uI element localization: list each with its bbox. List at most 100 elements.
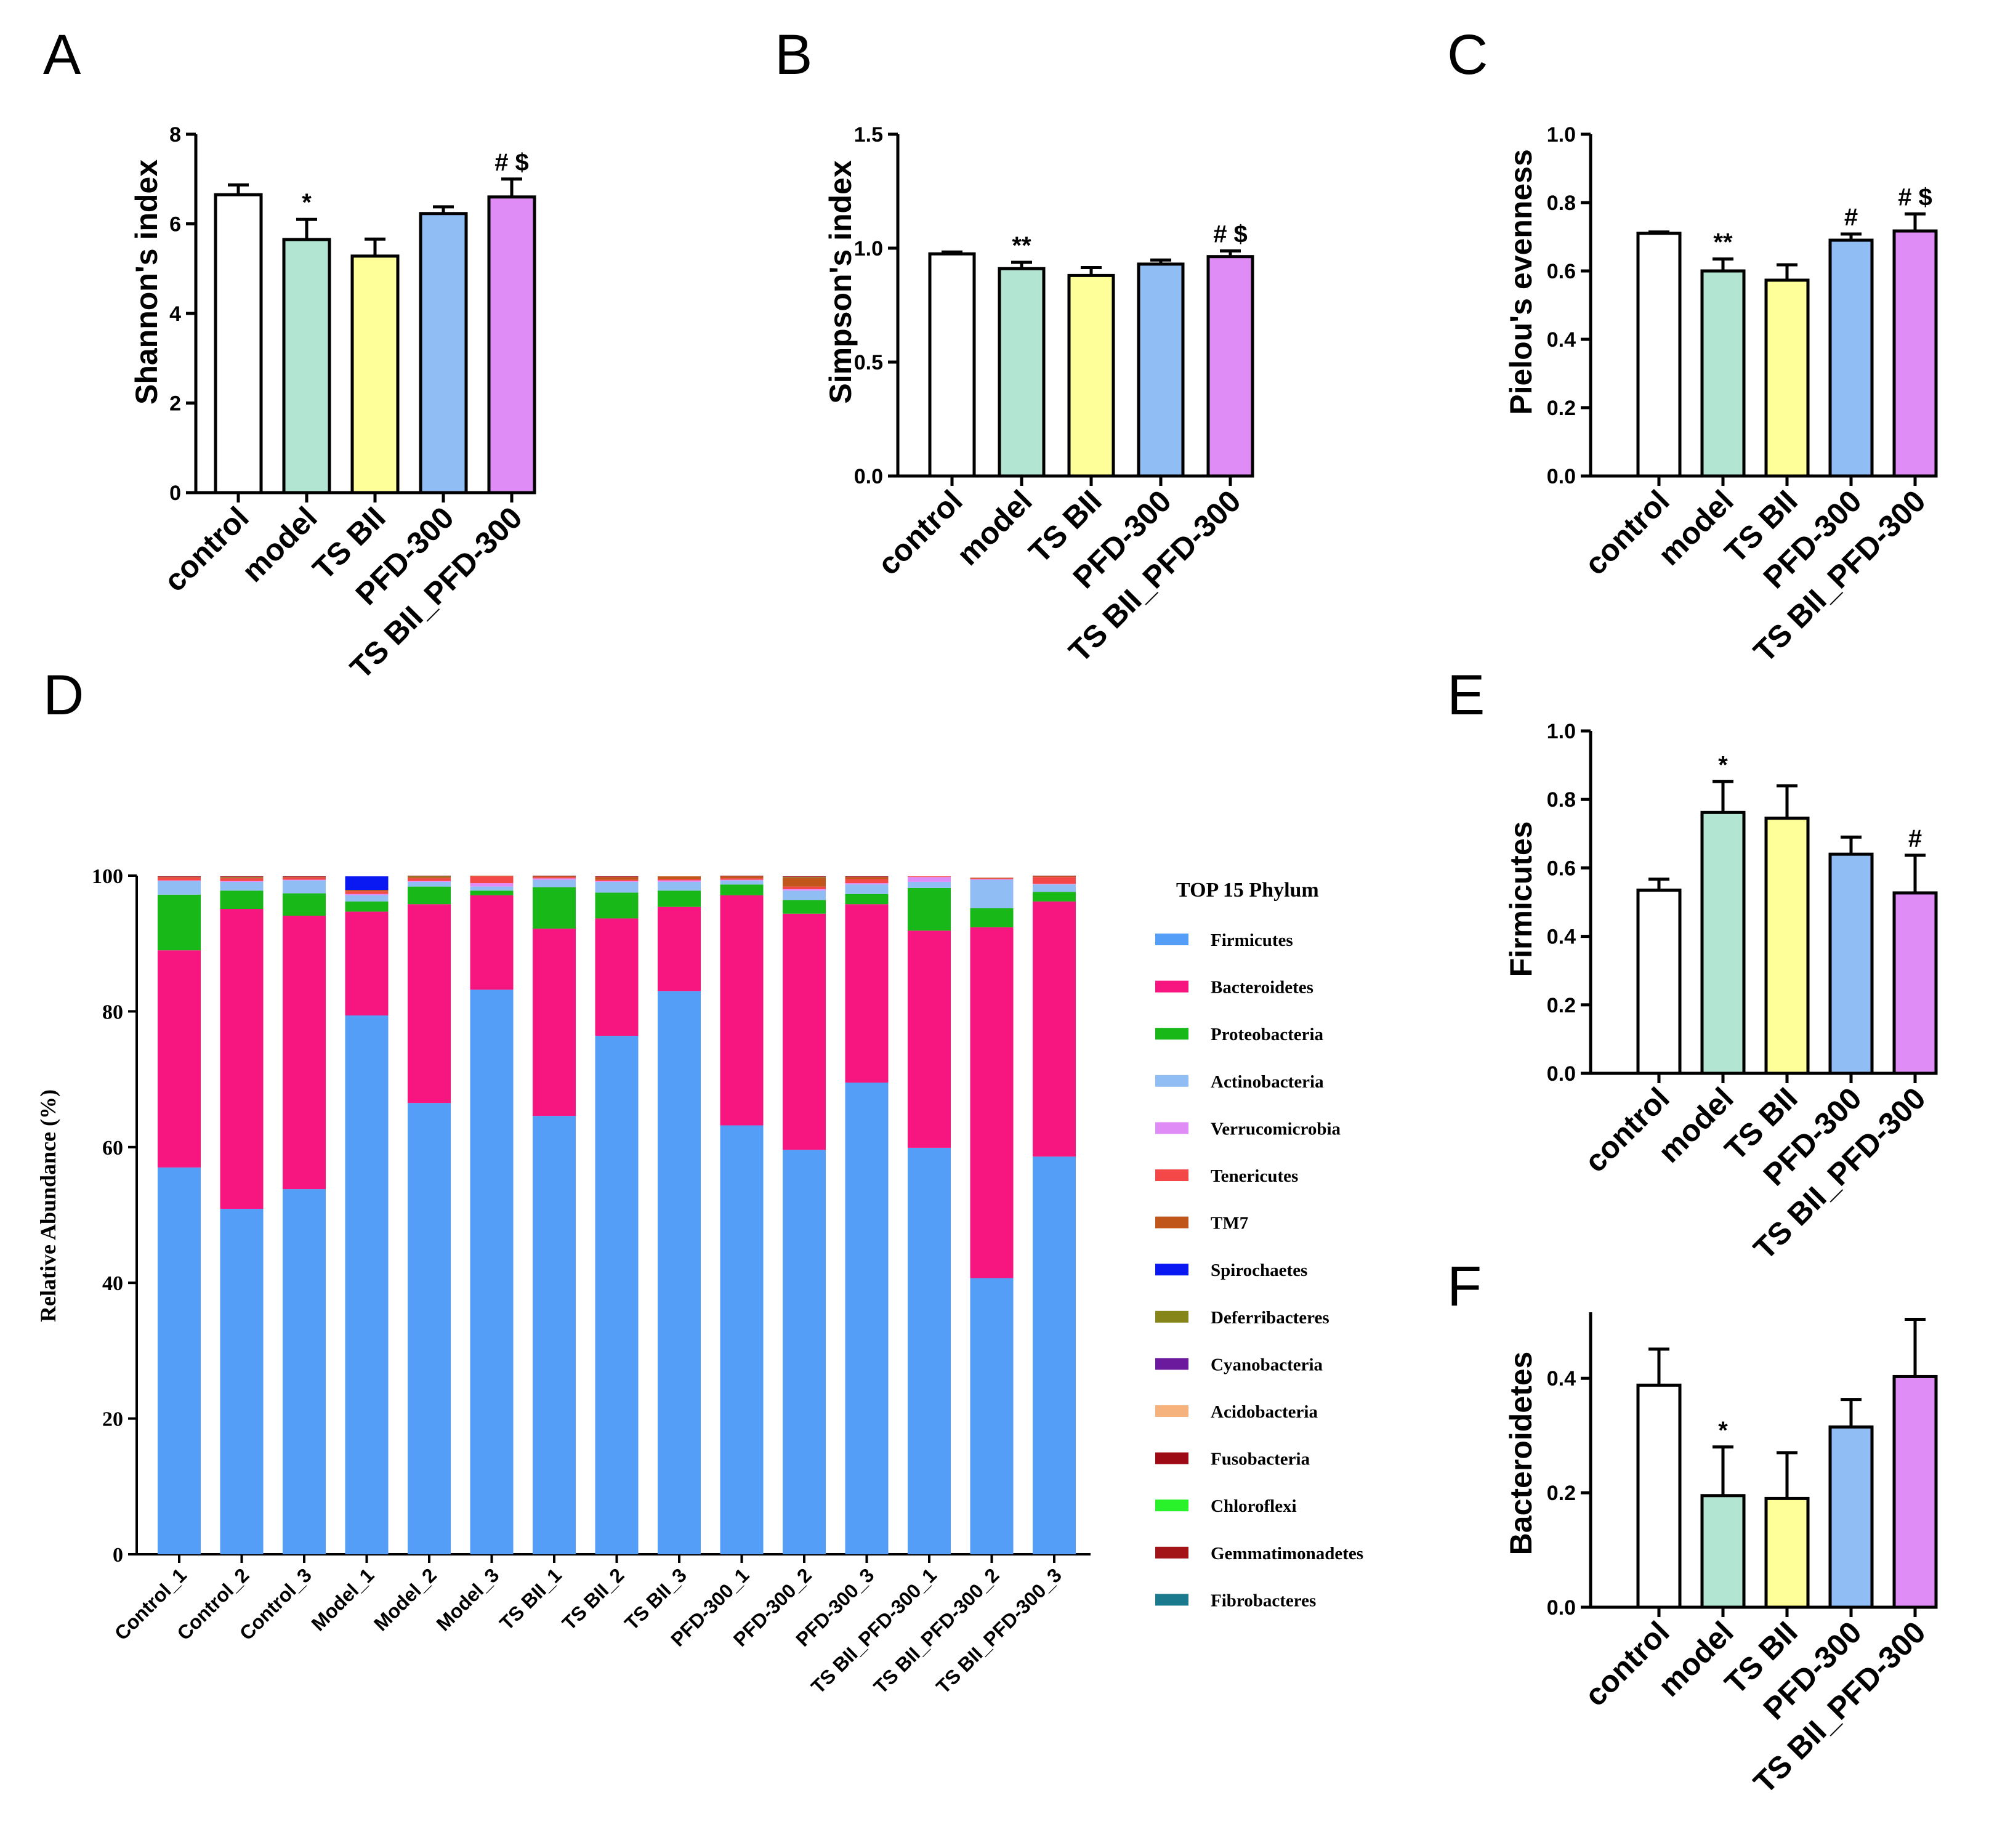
y-tick-label: 1.0 — [854, 237, 883, 260]
stack-segment-verrucomicrobia — [283, 879, 326, 881]
stack-segment-bacteroidetes — [783, 913, 826, 1150]
stack-segment-fusobacteria — [845, 876, 889, 878]
stack-segment-proteobacteria — [845, 894, 889, 905]
y-axis-label: Bacteroidetes — [1504, 1352, 1538, 1555]
legend-label: Bacteroidetes — [1211, 978, 1313, 998]
stack-segment-fusobacteria — [283, 876, 326, 878]
stack-segment-tenericutes — [970, 878, 1014, 879]
y-tick-label: 80 — [102, 1001, 123, 1023]
legend-swatch-fibrobacteres — [1155, 1594, 1188, 1606]
stack-segment-firmicutes — [220, 1209, 264, 1554]
stack-segment-tm7 — [408, 877, 451, 879]
x-tick-label: control — [1578, 483, 1676, 581]
bar-pfd-300 — [419, 212, 468, 494]
stack-segment-actinobacteria — [720, 880, 764, 885]
stack-segment-actinobacteria — [470, 886, 514, 891]
stack-segment-proteobacteria — [158, 894, 201, 951]
y-tick-label: 0.4 — [1547, 926, 1576, 949]
stack-segment-bacteroidetes — [345, 911, 389, 1016]
stack-segment-proteobacteria — [345, 901, 389, 912]
stack-segment-proteobacteria — [283, 893, 326, 916]
stack-segment-verrucomicrobia — [783, 889, 826, 891]
legend-swatch-tenericutes — [1155, 1169, 1188, 1181]
x-tick-label: control — [871, 483, 969, 581]
legend-label: Chloroflexi — [1211, 1496, 1297, 1516]
stack-segment-tm7 — [720, 876, 764, 879]
stack-segment-proteobacteria — [720, 884, 764, 895]
y-tick-label: 0.2 — [1547, 397, 1576, 420]
y-tick-label: 0.6 — [1547, 857, 1576, 880]
y-tick-label: 0.0 — [1547, 1596, 1576, 1620]
legend-label: Firmicutes — [1211, 930, 1293, 950]
stack-segment-deferribacteres — [783, 877, 826, 878]
legend-title: TOP 15 Phylum — [1176, 879, 1319, 902]
panel-letter-A: A — [43, 23, 81, 86]
significance-label: # — [1844, 204, 1858, 231]
legend-swatch-chloroflexi — [1155, 1499, 1188, 1512]
stack-segment-tm7 — [158, 877, 201, 878]
stack-segment-spirochaetes — [345, 876, 389, 890]
stack-segment-tenericutes — [720, 878, 764, 880]
legend-swatch-verrucomicrobia — [1155, 1122, 1188, 1134]
x-tick-label: model — [235, 500, 324, 589]
x-tick-label: Model_3 — [432, 1564, 503, 1635]
stack-segment-tenericutes — [595, 879, 639, 881]
stack-segment-firmicutes — [345, 1015, 389, 1554]
panel-letter-D: D — [43, 664, 84, 727]
stack-segment-deferribacteres — [220, 877, 264, 878]
stack-segment-firmicutes — [283, 1189, 326, 1554]
y-axis-label: Firmicutes — [1504, 821, 1538, 977]
stack-segment-firmicutes — [408, 1103, 451, 1554]
stack-segment-tm7 — [845, 877, 889, 879]
y-axis-label: Shannon's index — [129, 159, 164, 405]
bar-ts-bii — [1067, 273, 1115, 478]
y-tick-label: 100 — [92, 865, 123, 888]
stack-segment-actinobacteria — [283, 880, 326, 894]
legend: Firmicutes Bacteroidetes Proteobacteria Act… — [1155, 930, 1363, 1610]
stack-segment-verrucomicrobia — [345, 894, 389, 895]
stack-segment-verrucomicrobia — [970, 879, 1014, 880]
legend-swatch-deferribacteres — [1155, 1310, 1188, 1323]
bar-ts-bii-pfd-300 — [1892, 891, 1938, 1075]
stack-segment-firmicutes — [970, 1278, 1014, 1554]
y-tick-label: 0 — [169, 482, 181, 505]
stack-segment-bacteroidetes — [283, 916, 326, 1190]
stack-segment-verrucomicrobia — [845, 883, 889, 885]
stack-segment-firmicutes — [908, 1147, 951, 1554]
bar-model — [1700, 810, 1746, 1075]
stack-segment-tm7 — [533, 876, 576, 878]
legend-label: TM7 — [1211, 1214, 1248, 1233]
stack-segment-actinobacteria — [658, 881, 701, 891]
stack-segment-actinobacteria — [345, 895, 389, 902]
stack-segment-bacteroidetes — [1033, 901, 1076, 1157]
stack-segment-bacteroidetes — [595, 918, 639, 1036]
stack-segment-bacteroidetes — [220, 908, 264, 1209]
panel-letter-F: F — [1447, 1255, 1482, 1318]
x-tick-label: control — [1578, 1615, 1676, 1713]
panel-letter-B: B — [775, 23, 812, 86]
bar-ts-bii-pfd-300 — [1206, 255, 1254, 478]
stack-segment-firmicutes — [1033, 1156, 1076, 1554]
significance-label: ** — [1713, 229, 1733, 256]
stack-segment-tenericutes — [533, 877, 576, 879]
stack-segment-bacteroidetes — [720, 895, 764, 1126]
stack-segment-verrucomicrobia — [720, 879, 764, 881]
bar-pfd-300 — [1828, 238, 1874, 478]
stack-segment-bacteroidetes — [658, 906, 701, 991]
stack-segment-verrucomicrobia — [408, 881, 451, 882]
stack-segment-actinobacteria — [783, 890, 826, 900]
y-tick-label: 0 — [113, 1544, 123, 1567]
stack-segment-fusobacteria — [595, 876, 639, 878]
panel-letter-C: C — [1447, 23, 1488, 86]
chart-panel-c: Pielou's evenness 0.0 0.2 0.4 0.6 0.8 1.0 cont… — [1504, 123, 1938, 669]
stack-segment-fusobacteria — [158, 876, 201, 878]
bar-ts-bii-pfd-300 — [487, 195, 536, 494]
y-tick-label: 0.4 — [1547, 328, 1576, 352]
stack-segment-deferribacteres — [408, 876, 451, 878]
legend-swatch-spirochaetes — [1155, 1264, 1188, 1276]
